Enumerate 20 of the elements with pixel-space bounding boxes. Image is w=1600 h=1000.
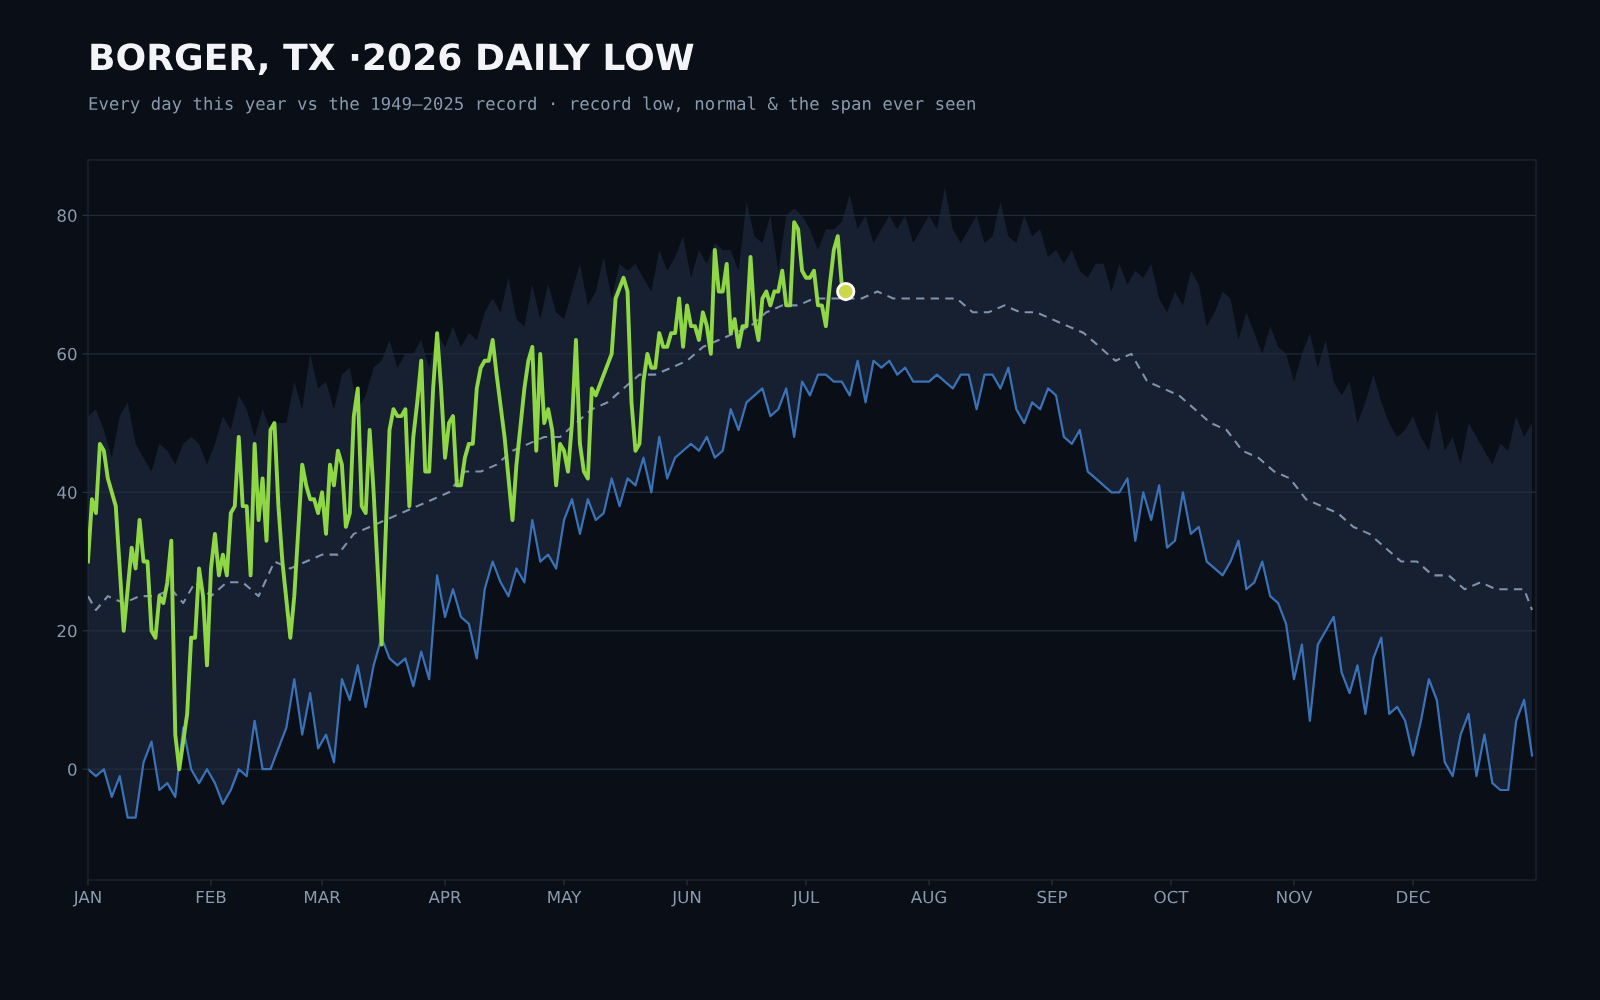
x-tick-label: OCT (1154, 890, 1189, 904)
x-tick-label: FEB (196, 890, 226, 904)
x-tick-label: AUG (910, 890, 946, 904)
chart-title: BORGER, TX ·2026 DAILY LOW (91, 43, 694, 76)
y-tick-label: 80 (57, 209, 77, 222)
line-series (88, 359, 1534, 819)
chart-subtitle: Every day this year vs the 1949–2025 record · record low, normal & the span ever seen (89, 96, 975, 114)
x-tick-label: NOV (1277, 890, 1313, 904)
x-tick-label: MAY (548, 890, 582, 904)
x-tick-label: APR (428, 890, 462, 904)
x-tick-label: JUL (791, 890, 820, 907)
y-tick-label: 20 (57, 624, 77, 638)
x-tick-label: SEP (1037, 890, 1068, 904)
x-tick-label: MAR (305, 890, 341, 904)
x-tick-label: JAN (72, 890, 101, 907)
y-tick-label: 0 (68, 763, 77, 776)
x-tick-label: DEC (1397, 890, 1430, 904)
y-tick-label: 60 (57, 347, 77, 361)
x-tick-label: JUN (671, 890, 701, 907)
y-tick-label: 40 (57, 486, 77, 499)
